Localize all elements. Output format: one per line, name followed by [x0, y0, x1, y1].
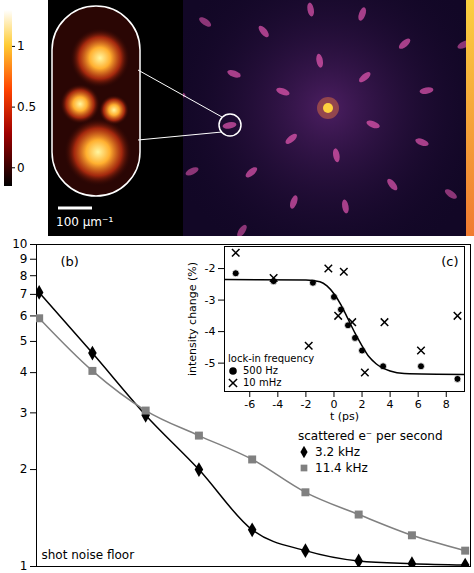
svg-text:shot noise floor: shot noise floor — [42, 548, 135, 562]
svg-text:0: 0 — [17, 161, 25, 175]
svg-text:intensity change (%): intensity change (%) — [186, 262, 199, 376]
svg-text:1: 1 — [20, 559, 28, 573]
svg-text:5: 5 — [20, 334, 28, 348]
svg-text:-6: -6 — [244, 398, 255, 411]
svg-text:-3: -3 — [205, 294, 216, 307]
html-text:scattered e⁻ per second: scattered e⁻ per second — [298, 429, 443, 443]
svg-text:2: 2 — [359, 398, 366, 411]
svg-text:t (ps): t (ps) — [330, 410, 359, 423]
svg-text:7: 7 — [20, 287, 28, 301]
svg-text:-4: -4 — [205, 325, 216, 338]
html-text:10 mHz: 10 mHz — [243, 377, 282, 388]
svg-text:1: 1 — [17, 39, 25, 53]
svg-text:8: 8 — [443, 398, 450, 411]
html-text:500 Hz: 500 Hz — [243, 365, 278, 376]
svg-text:6: 6 — [415, 398, 422, 411]
svg-text:(c): (c) — [441, 254, 458, 269]
svg-text:9: 9 — [20, 252, 28, 266]
html-text:3.2 kHz: 3.2 kHz — [315, 445, 361, 459]
html-text:11.4 kHz: 11.4 kHz — [315, 461, 368, 475]
svg-text:6: 6 — [20, 309, 28, 323]
svg-text:0: 0 — [330, 398, 338, 412]
svg-text:8: 8 — [20, 269, 28, 283]
svg-text:-2: -2 — [300, 398, 311, 411]
svg-text:4: 4 — [20, 365, 28, 379]
svg-text:4: 4 — [387, 398, 394, 411]
svg-text:-5: -5 — [205, 357, 216, 370]
svg-text:-4: -4 — [272, 398, 283, 411]
html-text:lock-in frequency: lock-in frequency — [228, 353, 315, 364]
svg-text:3: 3 — [20, 406, 28, 420]
svg-text:-2: -2 — [205, 262, 216, 275]
svg-text:10: 10 — [12, 237, 27, 251]
svg-text:2: 2 — [20, 462, 28, 476]
svg-text:0.5: 0.5 — [17, 100, 36, 114]
svg-text:100 µm⁻¹: 100 µm⁻¹ — [56, 215, 113, 229]
svg-text:(b): (b) — [61, 254, 79, 269]
